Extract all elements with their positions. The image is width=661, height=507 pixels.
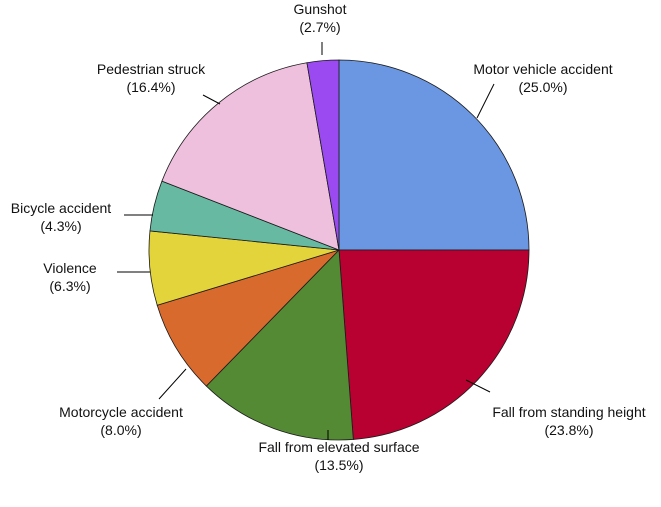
pie-slice-fall-from-elevated-surface xyxy=(205,249,354,441)
slice-label-value: (16.4%) xyxy=(126,79,175,95)
pie-slice-motorcycle-accident xyxy=(156,249,340,387)
slice-label-name: Fall from elevated surface xyxy=(258,439,419,455)
leader-line-pedestrian-struck xyxy=(202,94,221,105)
slice-label-value: (13.5%) xyxy=(314,457,363,473)
slice-label-value: (4.3%) xyxy=(40,218,81,234)
pie-slice-motor-vehicle-accident xyxy=(338,59,530,251)
leader-line-fall-from-standing-height xyxy=(465,379,491,393)
slice-label-name: Motor vehicle accident xyxy=(473,61,612,77)
slice-label-value: (25.0%) xyxy=(518,79,567,95)
slice-label-bicycle-accident: Bicycle accident (4.3%) xyxy=(11,200,111,234)
slice-label-fall-from-standing-height: Fall from standing height (23.8%) xyxy=(492,404,645,438)
slice-label-name: Bicycle accident xyxy=(11,200,111,216)
slice-label-value: (6.3%) xyxy=(49,278,90,294)
leader-line-motor-vehicle-accident xyxy=(476,83,495,119)
slice-label-pedestrian-struck: Pedestrian struck (16.4%) xyxy=(97,61,206,95)
slice-label-fall-from-elevated-surface: Fall from elevated surface (13.5%) xyxy=(258,439,419,473)
slice-label-name: Gunshot xyxy=(294,1,347,17)
slice-label-value: (2.7%) xyxy=(299,19,340,35)
pie-slice-gunshot xyxy=(306,59,340,251)
slice-label-name: Motorcycle accident xyxy=(59,404,183,420)
slice-label-name: Fall from standing height xyxy=(492,404,645,420)
slice-label-value: (23.8%) xyxy=(544,422,593,438)
slice-label-motorcycle-accident: Motorcycle accident (8.0%) xyxy=(59,404,183,438)
slice-label-violence: Violence (6.3%) xyxy=(43,260,97,294)
slice-label-name: Pedestrian struck xyxy=(97,61,206,77)
leader-lines xyxy=(117,42,495,440)
pie-slices xyxy=(148,59,530,441)
pie-slice-fall-from-standing-height xyxy=(338,249,530,440)
slice-label-motor-vehicle-accident: Motor vehicle accident (25.0%) xyxy=(473,61,612,95)
leader-line-motorcycle-accident xyxy=(158,368,187,400)
slice-label-value: (8.0%) xyxy=(100,422,141,438)
slice-label-name: Violence xyxy=(43,260,97,276)
slice-label-gunshot: Gunshot (2.7%) xyxy=(294,1,347,35)
slice-labels: Motor vehicle accident (25.0%) Fall from s… xyxy=(11,1,646,473)
